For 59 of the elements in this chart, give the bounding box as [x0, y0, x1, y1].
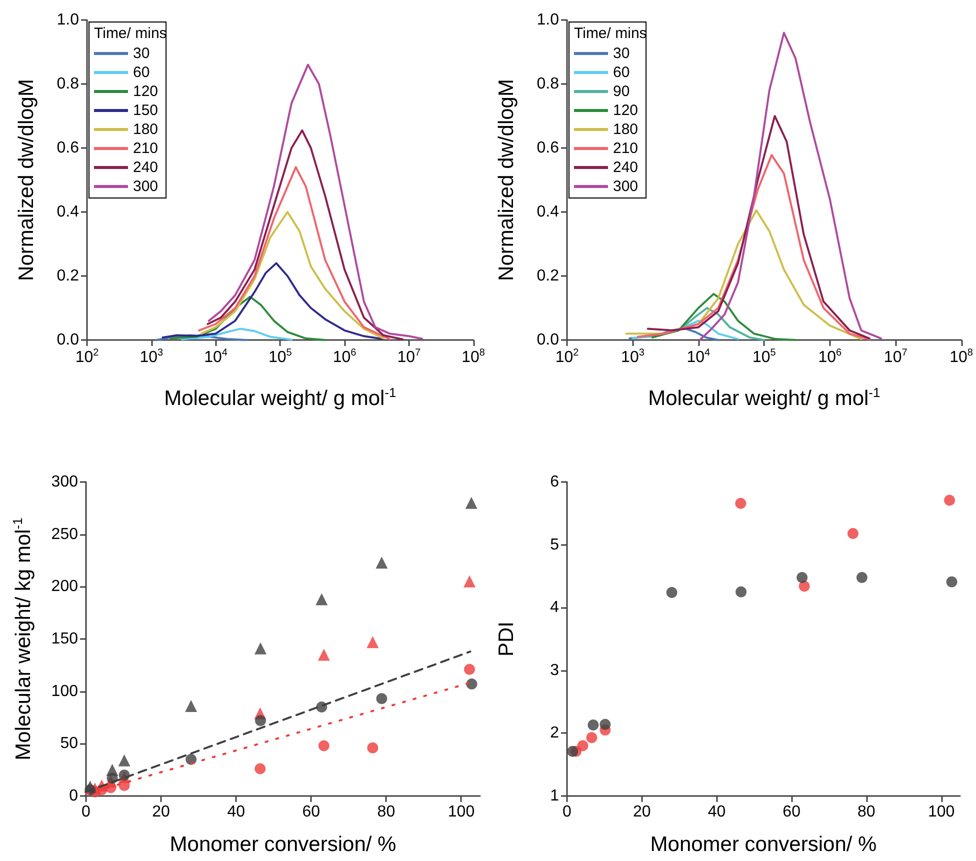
x-tick-label: 20 [632, 804, 651, 820]
y-tick-label: 250 [51, 526, 78, 543]
y-tick-label: 5 [550, 536, 560, 554]
y-tick-label: 0 [69, 788, 78, 804]
legend-label: 180 [133, 121, 158, 138]
legend-label: 120 [613, 102, 638, 119]
y-tick-label: 0.4 [56, 204, 80, 220]
y-tick-label: 0.2 [56, 268, 80, 284]
legend-label: 30 [613, 45, 630, 62]
y-tick-label: 0.8 [536, 76, 560, 92]
x-tick-label: 100 [928, 804, 955, 820]
x-tick-label: 20 [152, 804, 170, 820]
legend-label: 180 [613, 121, 638, 138]
legend-label: 90 [613, 83, 630, 100]
x-axis-title: Monomer conversion/ % [650, 833, 877, 856]
y-tick-label: 150 [51, 630, 78, 648]
x-tick-label: 60 [302, 804, 320, 820]
x-tick-label: 100 [448, 804, 475, 820]
legend-label: 30 [133, 45, 150, 62]
y-tick-label: 3 [550, 662, 560, 679]
legend-label: 300 [613, 178, 638, 195]
y-tick-label: 1.0 [56, 12, 80, 28]
y-tick-label: 0.4 [536, 204, 560, 220]
legend-label: 120 [133, 83, 158, 100]
y-tick-label: 6 [550, 474, 560, 490]
y-tick-label: 4 [550, 599, 560, 616]
x-tick-label: 80 [858, 804, 876, 820]
legend-label: 240 [613, 159, 638, 176]
y-axis-title: Normalized dw/dlogM [15, 79, 38, 281]
y-tick-label: 100 [51, 682, 78, 700]
y-axis-title: Molecular weight/ kg mol-1 [10, 518, 35, 760]
y-tick-label: 0.0 [56, 332, 80, 348]
x-tick-label: 0 [562, 804, 572, 820]
x-tick-label: 80 [377, 804, 396, 820]
y-tick-label: 1 [550, 788, 560, 804]
x-axis-title: Monomer conversion/ % [170, 833, 396, 856]
y-axis-title: PDI [495, 621, 518, 657]
y-tick-label: 2 [550, 724, 560, 742]
legend-label: 240 [133, 159, 158, 176]
y-tick-label: 0.6 [536, 140, 560, 156]
y-tick-label: 0.8 [56, 76, 80, 92]
legend-label: 210 [133, 140, 158, 157]
y-axis-title: Normalized dw/dlogM [495, 79, 518, 281]
y-tick-label: 0.2 [536, 268, 560, 284]
x-tick-label: 60 [782, 804, 801, 820]
y-tick-label: 0.0 [536, 332, 560, 348]
legend-label: 210 [613, 140, 638, 157]
x-tick-label: 0 [82, 804, 91, 820]
legend-label: 300 [133, 178, 158, 195]
y-tick-label: 300 [51, 474, 78, 490]
legend-label: 150 [133, 102, 158, 119]
y-tick-label: 50 [60, 735, 78, 752]
y-tick-label: 1.0 [536, 12, 560, 28]
x-tick-label: 40 [708, 804, 726, 820]
y-tick-label: 200 [51, 578, 78, 596]
y-tick-label: 0.6 [56, 140, 80, 156]
x-tick-label: 40 [227, 804, 246, 820]
legend-label: 60 [613, 64, 630, 81]
legend-label: 60 [133, 64, 150, 81]
